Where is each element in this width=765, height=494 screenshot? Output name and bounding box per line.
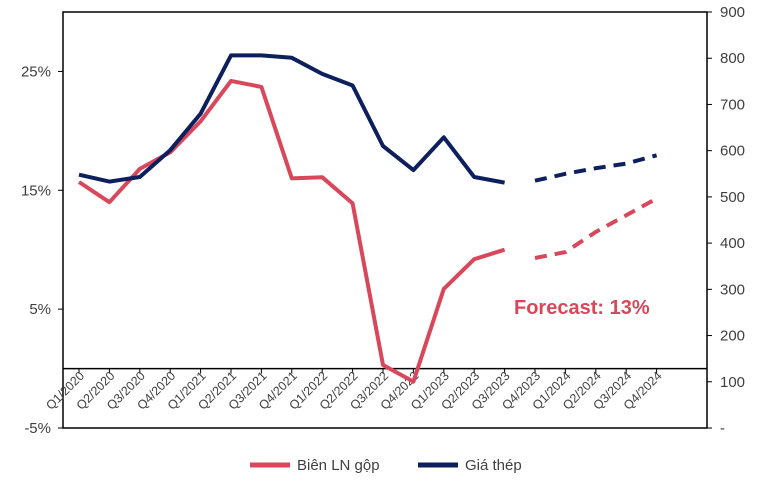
right-tick-label: 200: [720, 328, 745, 345]
right-tick-label: -: [720, 420, 725, 437]
right-tick-label: 600: [720, 143, 745, 160]
series-line-0-forecast: [534, 196, 658, 260]
plot-frame: [62, 11, 708, 429]
right-tick-label: 900: [720, 4, 745, 21]
right-tick-label: 400: [720, 235, 745, 252]
legend-label-margin: Biên LN gộp: [297, 457, 380, 474]
series-lines: [77, 53, 658, 384]
series-line-1-actual: [78, 53, 505, 185]
series-line-0-actual: [77, 78, 506, 384]
right-axis-ticks: - 100 200 300 400 500 600 700 800 900: [707, 4, 745, 437]
left-tick-label: 25%: [21, 63, 51, 80]
right-tick-label: 100: [720, 374, 745, 391]
right-tick-label: 300: [720, 281, 745, 298]
left-tick-label: -5%: [24, 420, 51, 437]
x-axis-ticks: Q1/2020Q2/2020Q3/2020Q4/2020Q1/2021Q2/20…: [43, 368, 665, 413]
forecast-annotation: Forecast: 13%: [514, 297, 650, 319]
left-tick-label: 15%: [21, 182, 51, 199]
legend: Biên LN gộp Giá thép: [250, 457, 522, 474]
right-tick-label: 500: [720, 189, 745, 206]
right-tick-label: 700: [720, 96, 745, 113]
left-tick-label: 5%: [29, 301, 51, 318]
series-line-1-forecast: [534, 153, 658, 183]
right-tick-label: 800: [720, 50, 745, 67]
legend-label-steel: Giá thép: [465, 457, 522, 474]
left-axis-ticks: -5% 5% 15% 25%: [21, 63, 63, 437]
